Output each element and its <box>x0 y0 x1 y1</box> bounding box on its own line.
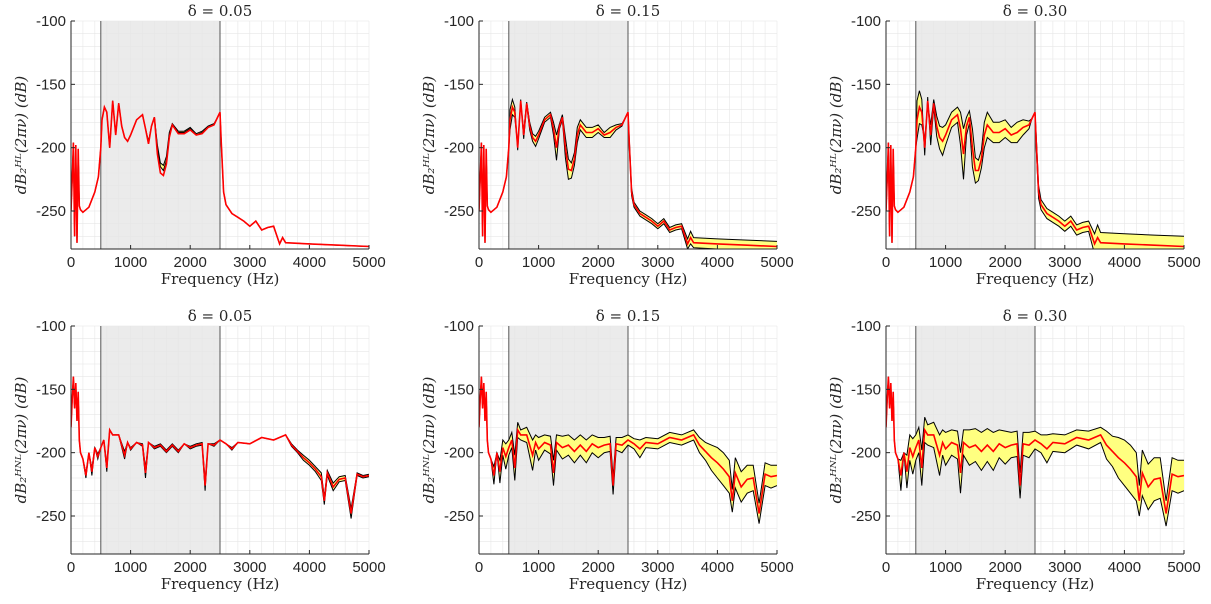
series-mean <box>479 100 777 248</box>
x-tick-label: 5000 <box>760 254 793 271</box>
x-tick-label: 1000 <box>522 559 555 576</box>
x-axis-label: Frequency (Hz) <box>161 270 280 288</box>
y-tick-label: -150 <box>36 381 66 398</box>
y-tick-label: -200 <box>444 445 474 462</box>
y-tick-label: -200 <box>36 445 66 462</box>
y-tick-label: -250 <box>851 508 881 525</box>
panel-title: δ = 0.15 <box>596 307 661 325</box>
y-tick-label: -150 <box>444 381 474 398</box>
y-tick-label: -200 <box>851 140 881 157</box>
y-tick-label: -100 <box>36 13 66 30</box>
x-axis-label: Frequency (Hz) <box>569 270 688 288</box>
x-tick-label: 4000 <box>1108 559 1141 576</box>
x-tick-label: 2000 <box>989 254 1022 271</box>
panel-title: δ = 0.15 <box>596 2 661 20</box>
x-tick-label: 2000 <box>174 254 207 271</box>
y-axis-label: dB₂ᴴᴺᴸ(2πν) (dB) <box>12 376 30 503</box>
x-tick-label: 2000 <box>582 254 615 271</box>
y-tick-label: -250 <box>36 508 66 525</box>
x-tick-label: 3000 <box>233 559 266 576</box>
y-tick-label: -250 <box>444 203 474 220</box>
panel-r1c2: 0 1000 2000 3000 4000 5000 -100 -150 -200 -250 δ =… <box>420 2 794 288</box>
x-tick-label: 4000 <box>701 559 734 576</box>
y-tick-label: -150 <box>851 76 881 93</box>
y-axis-label: dB₂ᴴᴸ(2πν) (dB) <box>12 76 30 195</box>
x-tick-label: 1000 <box>929 254 962 271</box>
series-mean <box>479 376 777 514</box>
y-tick-label: -200 <box>36 140 66 157</box>
x-tick-label: 2000 <box>174 559 207 576</box>
x-tick-label: 0 <box>882 559 890 576</box>
x-tick-label: 4000 <box>1108 254 1141 271</box>
x-tick-label: 1000 <box>929 559 962 576</box>
panel-title: δ = 0.30 <box>1003 2 1068 20</box>
y-axis-label: dB₂ᴴᴺᴸ(2πν) (dB) <box>420 376 438 503</box>
y-tick-label: -250 <box>36 203 66 220</box>
x-tick-label: 2000 <box>582 559 615 576</box>
x-tick-label: 5000 <box>352 254 385 271</box>
panel-r2c1: 0 1000 2000 3000 4000 5000 -100 -150 -200 -250 δ =… <box>12 307 386 593</box>
x-tick-label: 4000 <box>701 254 734 271</box>
series-upper-bound <box>886 376 1184 501</box>
y-tick-label: -150 <box>851 381 881 398</box>
panel-title: δ = 0.05 <box>188 2 253 20</box>
series-mean <box>71 376 369 514</box>
x-tick-label: 0 <box>475 254 483 271</box>
y-tick-label: -100 <box>851 13 881 30</box>
y-tick-label: -250 <box>444 508 474 525</box>
x-tick-label: 3000 <box>1048 254 1081 271</box>
x-tick-label: 0 <box>67 559 75 576</box>
x-tick-label: 3000 <box>1048 559 1081 576</box>
x-tick-label: 5000 <box>760 559 793 576</box>
series-mean <box>886 100 1184 248</box>
series-mean <box>886 376 1184 514</box>
x-tick-label: 2000 <box>989 559 1022 576</box>
x-axis-label: Frequency (Hz) <box>161 575 280 593</box>
x-tick-label: 1000 <box>114 559 147 576</box>
x-tick-label: 4000 <box>293 254 326 271</box>
y-tick-label: -150 <box>36 76 66 93</box>
y-tick-label: -200 <box>851 445 881 462</box>
x-axis-label: Frequency (Hz) <box>976 575 1095 593</box>
panel-r2c3: 0 1000 2000 3000 4000 5000 -100 -150 -200 -250 δ =… <box>827 307 1201 593</box>
series-lower-bound <box>886 376 1184 527</box>
x-tick-label: 1000 <box>114 254 147 271</box>
y-axis-label: dB₂ᴴᴸ(2πν) (dB) <box>420 76 438 195</box>
y-tick-label: -250 <box>851 203 881 220</box>
x-tick-label: 4000 <box>293 559 326 576</box>
panel-r2c2: 0 1000 2000 3000 4000 5000 -100 -150 -200 -250 δ =… <box>420 307 794 593</box>
x-axis-label: Frequency (Hz) <box>976 270 1095 288</box>
panel-r1c1: 0 1000 2000 3000 4000 5000 -100 -150 -200 -250 δ =… <box>12 2 386 288</box>
y-tick-label: -100 <box>36 318 66 335</box>
x-axis-label: Frequency (Hz) <box>569 575 688 593</box>
series-mean <box>71 100 369 248</box>
panel-r1c3: 0 1000 2000 3000 4000 5000 -100 -150 -200 -250 δ =… <box>827 2 1201 288</box>
x-tick-label: 5000 <box>1167 254 1200 271</box>
x-tick-label: 1000 <box>522 254 555 271</box>
panel-title: δ = 0.30 <box>1003 307 1068 325</box>
confidence-band <box>479 376 777 524</box>
y-tick-label: -100 <box>444 13 474 30</box>
y-axis-label: dB₂ᴴᴺᴸ(2πν) (dB) <box>827 376 845 503</box>
x-tick-label: 5000 <box>1167 559 1200 576</box>
x-tick-label: 0 <box>882 254 890 271</box>
x-tick-label: 0 <box>475 559 483 576</box>
panel-title: δ = 0.05 <box>188 307 253 325</box>
y-axis-label: dB₂ᴴᴸ(2πν) (dB) <box>827 76 845 195</box>
y-tick-label: -150 <box>444 76 474 93</box>
x-tick-label: 0 <box>67 254 75 271</box>
x-tick-label: 3000 <box>641 254 674 271</box>
x-tick-label: 5000 <box>352 559 385 576</box>
y-tick-label: -100 <box>444 318 474 335</box>
x-tick-label: 3000 <box>641 559 674 576</box>
y-tick-label: -100 <box>851 318 881 335</box>
x-tick-label: 3000 <box>233 254 266 271</box>
y-tick-label: -200 <box>444 140 474 157</box>
